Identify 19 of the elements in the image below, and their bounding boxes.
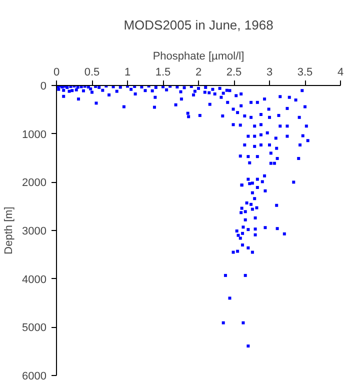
y-tick-label: 0 (40, 80, 47, 92)
x-tick-label: 1.5 (155, 66, 171, 78)
x-tick-label: 0.5 (84, 66, 100, 78)
y-axis-title: Depth [m] (3, 206, 16, 254)
x-tick-label: 4 (337, 66, 344, 78)
x-tick-label: 1 (124, 66, 131, 78)
y-tick-label: 6000 (22, 370, 47, 382)
y-tick-label: 2000 (22, 177, 47, 190)
y-tick-label: 1000 (22, 128, 47, 141)
x-axis-title: Phosphate [µmol/l] (152, 50, 244, 62)
chart-title: MODS2005 in June, 1968 (124, 18, 274, 32)
x-tick-label: 2 (195, 66, 202, 78)
y-tick-label: 4000 (22, 274, 47, 286)
x-tick-label: 3 (266, 66, 273, 78)
x-tick-label: 0 (53, 66, 60, 78)
x-tick-label: 2.5 (226, 66, 242, 78)
x-tick-label: 3.5 (297, 66, 313, 78)
y-tick-label: 3000 (22, 226, 47, 238)
y-tick-label: 5000 (22, 322, 47, 334)
